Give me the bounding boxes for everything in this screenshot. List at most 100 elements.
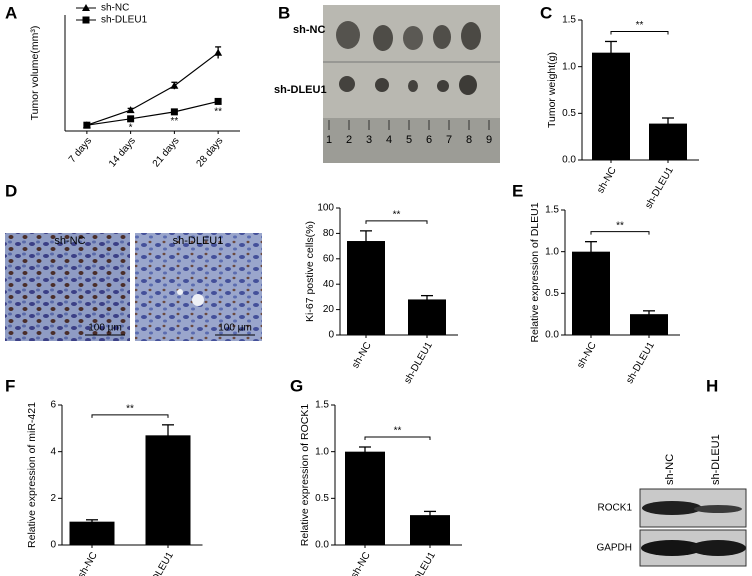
x-tick-label: sh-DLEU1: [624, 340, 657, 386]
significance-bracket: [364, 436, 431, 440]
ruler-number: 1: [326, 134, 332, 146]
y-tick-label: 2: [50, 493, 56, 504]
y-tick-label: 60: [323, 253, 335, 264]
bar: [408, 299, 446, 335]
data-point: [214, 48, 223, 56]
ihc-image: [5, 233, 130, 341]
x-tick-label: sh-NC: [575, 340, 599, 370]
scale-bar-label: 100 μm: [218, 323, 252, 334]
panel-letter: H: [706, 376, 718, 395]
y-tick-label: 0.0: [545, 330, 559, 341]
significance-mark: **: [214, 107, 222, 118]
y-tick-label: 1.0: [545, 246, 559, 257]
data-point: [126, 106, 135, 114]
blot-signal: [690, 540, 746, 556]
y-tick-label: 40: [323, 279, 335, 290]
significance-mark: **: [170, 116, 178, 127]
photo-row-label: sh-DLEU1: [274, 84, 327, 96]
band-label: ROCK1: [598, 503, 633, 514]
blot-signal: [642, 501, 702, 515]
bar: [630, 314, 668, 335]
x-tick-label: 21 days: [151, 136, 182, 170]
image-label: sh-DLEU1: [173, 235, 224, 247]
bar: [145, 435, 191, 545]
scale-bar-label: 100 μm: [88, 323, 122, 334]
bar: [592, 52, 630, 160]
ruler-number: 2: [346, 134, 352, 146]
ihc-image: [135, 233, 262, 341]
significance-mark: **: [126, 403, 134, 414]
x-tick-label: 7 days: [67, 136, 94, 166]
panel-letter: A: [5, 3, 17, 22]
data-point: [83, 121, 91, 129]
ruler-number: 5: [406, 134, 412, 146]
legend-label: sh-NC: [101, 3, 129, 14]
x-tick-label: sh-NC: [595, 165, 619, 195]
significance-mark: **: [616, 220, 624, 231]
bar: [69, 521, 115, 545]
y-tick-label: 0.5: [545, 288, 559, 299]
y-tick-label: 1.5: [562, 15, 576, 26]
significance-mark: **: [394, 426, 402, 437]
y-tick-label: 0.0: [562, 155, 576, 166]
x-tick-label: sh-DLEU1: [405, 550, 438, 576]
data-point: [214, 97, 222, 105]
y-axis-label: Relative expression of DLEU1: [529, 202, 541, 342]
y-tick-label: 6: [50, 400, 56, 411]
y-tick-label: 100: [317, 203, 334, 214]
significance-bracket: [590, 231, 650, 235]
x-tick-label: sh-NC: [350, 340, 374, 370]
tumor-photo: [323, 5, 500, 163]
y-tick-label: 0.5: [315, 493, 329, 504]
data-point: [170, 108, 178, 116]
ihc-detail: [192, 294, 204, 306]
y-axis-label: Tumor volume(mm³): [29, 26, 41, 121]
x-tick-label: sh-DLEU1: [402, 340, 435, 386]
bar: [345, 451, 385, 545]
panel-letter: G: [290, 376, 303, 395]
data-point: [127, 115, 135, 123]
bar: [572, 251, 610, 335]
panel-letter: E: [512, 181, 523, 200]
bar: [410, 515, 450, 545]
y-tick-label: 20: [323, 304, 335, 315]
blot-signal: [694, 505, 742, 513]
y-tick-label: 1.5: [315, 400, 329, 411]
panel-letter: C: [540, 3, 552, 22]
ruler-number: 7: [446, 134, 452, 146]
band-label: GAPDH: [596, 543, 632, 554]
y-tick-label: 0.5: [562, 108, 576, 119]
bar: [649, 123, 687, 160]
blot-signal: [641, 540, 703, 556]
legend-label: sh-DLEU1: [101, 15, 148, 26]
lane-label: sh-DLEU1: [710, 434, 722, 485]
x-tick-label: sh-NC: [76, 550, 100, 576]
y-axis-label: Tumor weight(g): [546, 52, 558, 128]
y-tick-label: 1.0: [562, 61, 576, 72]
panel-letter: D: [5, 181, 17, 200]
significance-bracket: [91, 414, 169, 418]
x-tick-label: 28 days: [195, 136, 226, 170]
x-tick-label: 14 days: [107, 136, 138, 170]
series-line: [86, 100, 219, 126]
ihc-detail: [177, 289, 183, 295]
ruler-number: 4: [386, 134, 392, 146]
bar: [347, 241, 385, 335]
legend-marker: [82, 4, 90, 11]
legend-marker: [82, 16, 90, 24]
image-label: sh-NC: [54, 235, 85, 247]
significance-bracket: [610, 30, 669, 35]
lane-label: sh-NC: [664, 454, 676, 485]
y-tick-label: 1.5: [545, 205, 559, 216]
significance-bracket: [365, 220, 428, 224]
y-tick-label: 0.0: [315, 540, 329, 551]
ruler-number: 8: [466, 134, 472, 146]
panel-letter: F: [5, 376, 15, 395]
y-tick-label: 4: [50, 446, 56, 457]
ruler-number: 6: [426, 134, 432, 146]
x-tick-label: sh-DLEU1: [643, 165, 676, 211]
y-axis-label: Relative expression of miR-421: [26, 402, 38, 548]
ruler-number: 3: [366, 134, 372, 146]
panel-letter: B: [278, 3, 290, 22]
